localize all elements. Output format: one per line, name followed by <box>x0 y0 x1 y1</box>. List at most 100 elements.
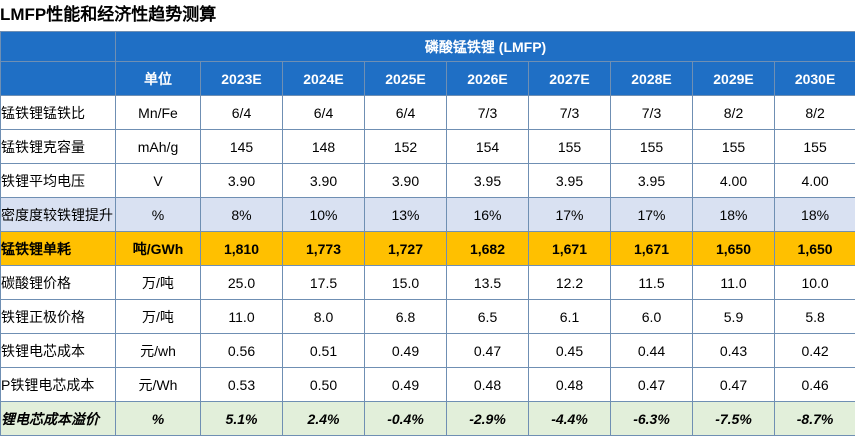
value-cell: 155 <box>773 129 855 164</box>
value-cell: 0.47 <box>692 367 775 402</box>
table-row-highlight: 锰铁锂单耗 吨/GWh 1,810 1,773 1,727 1,682 1,67… <box>0 231 855 266</box>
table-row: 锰铁锂克容量 mAh/g 145 148 152 154 155 155 155… <box>0 129 855 164</box>
value-cell: 0.44 <box>610 333 693 368</box>
value-cell: 1,671 <box>528 231 611 266</box>
row-label: 锰铁锂单耗 <box>0 231 116 266</box>
value-cell: 154 <box>446 129 529 164</box>
value-cell: 0.42 <box>773 333 855 368</box>
row-unit: V <box>115 163 201 198</box>
value-cell: 145 <box>200 129 283 164</box>
value-cell: 6.8 <box>364 299 447 334</box>
page-title: LMFP性能和经济性趋势测算 <box>0 5 217 24</box>
row-unit: 万/吨 <box>115 299 201 334</box>
header-unit-cell: 单位 <box>115 61 201 96</box>
value-cell: 155 <box>610 129 693 164</box>
value-cell: -2.9% <box>446 401 529 436</box>
value-cell: 4.00 <box>773 163 855 198</box>
value-cell: -7.5% <box>692 401 775 436</box>
value-cell: 2.4% <box>282 401 365 436</box>
value-cell: 0.51 <box>282 333 365 368</box>
value-cell: 7/3 <box>528 95 611 130</box>
value-cell: 8% <box>200 197 283 232</box>
row-label: 密度度较铁锂提升 <box>0 197 116 232</box>
value-cell: 6/4 <box>282 95 365 130</box>
table-row: 铁锂正极价格 万/吨 11.0 8.0 6.8 6.5 6.1 6.0 5.9 … <box>0 299 855 334</box>
table-row: 锰铁锂锰铁比 Mn/Fe 6/4 6/4 6/4 7/3 7/3 7/3 8/2… <box>0 95 855 130</box>
value-cell: -4.4% <box>528 401 611 436</box>
value-cell: 1,650 <box>773 231 855 266</box>
value-cell: 11.0 <box>692 265 775 300</box>
row-unit: 元/Wh <box>115 367 201 402</box>
row-label: P铁锂电芯成本 <box>0 367 116 402</box>
value-cell: 7/3 <box>446 95 529 130</box>
value-cell: 6/4 <box>200 95 283 130</box>
table-header-row: 单位 2023E 2024E 2025E 2026E 2027E 2028E 2… <box>0 61 855 96</box>
value-cell: 4.00 <box>692 163 775 198</box>
header-year-cell: 2024E <box>282 61 365 96</box>
value-cell: 3.90 <box>364 163 447 198</box>
value-cell: 0.56 <box>200 333 283 368</box>
header-year-cell: 2025E <box>364 61 447 96</box>
row-label: 锰铁锂锰铁比 <box>0 95 116 130</box>
value-cell: -8.7% <box>773 401 855 436</box>
table-row: 铁锂电芯成本 元/wh 0.56 0.51 0.49 0.47 0.45 0.4… <box>0 333 855 368</box>
row-label: 碳酸锂价格 <box>0 265 116 300</box>
header-label-cell <box>0 61 116 96</box>
row-unit: mAh/g <box>115 129 201 164</box>
value-cell: 6.5 <box>446 299 529 334</box>
value-cell: 0.49 <box>364 333 447 368</box>
value-cell: 3.90 <box>282 163 365 198</box>
header-year-cell: 2023E <box>200 61 283 96</box>
row-unit: 吨/GWh <box>115 231 201 266</box>
row-label: 铁锂正极价格 <box>0 299 116 334</box>
value-cell: 1,727 <box>364 231 447 266</box>
value-cell: 7/3 <box>610 95 693 130</box>
value-cell: 8/2 <box>773 95 855 130</box>
table-row-premium: 锂电芯成本溢价 % 5.1% 2.4% -0.4% -2.9% -4.4% -6… <box>0 401 855 436</box>
value-cell: 8/2 <box>692 95 775 130</box>
value-cell: 13.5 <box>446 265 529 300</box>
table-row: P铁锂电芯成本 元/Wh 0.53 0.50 0.49 0.48 0.48 0.… <box>0 367 855 402</box>
value-cell: 0.48 <box>528 367 611 402</box>
value-cell: 0.47 <box>610 367 693 402</box>
value-cell: 11.0 <box>200 299 283 334</box>
row-unit: Mn/Fe <box>115 95 201 130</box>
value-cell: 18% <box>773 197 855 232</box>
value-cell: 17% <box>610 197 693 232</box>
row-unit: 万/吨 <box>115 265 201 300</box>
header-year-cell: 2028E <box>610 61 693 96</box>
value-cell: 152 <box>364 129 447 164</box>
value-cell: 5.9 <box>692 299 775 334</box>
value-cell: 10.0 <box>773 265 855 300</box>
value-cell: 5.8 <box>773 299 855 334</box>
value-cell: 1,671 <box>610 231 693 266</box>
value-cell: -0.4% <box>364 401 447 436</box>
value-cell: 148 <box>282 129 365 164</box>
value-cell: 16% <box>446 197 529 232</box>
table-banner-row: 磷酸锰铁锂 (LMFP) <box>0 31 855 62</box>
table-row: 碳酸锂价格 万/吨 25.0 17.5 15.0 13.5 12.2 11.5 … <box>0 265 855 300</box>
header-year-cell: 2026E <box>446 61 529 96</box>
value-cell: 13% <box>364 197 447 232</box>
row-label: 铁锂平均电压 <box>0 163 116 198</box>
value-cell: 6/4 <box>364 95 447 130</box>
table-row: 密度度较铁锂提升 % 8% 10% 13% 16% 17% 17% 18% 18… <box>0 197 855 232</box>
value-cell: 3.90 <box>200 163 283 198</box>
value-cell: 0.43 <box>692 333 775 368</box>
value-cell: 6.1 <box>528 299 611 334</box>
value-cell: 0.46 <box>773 367 855 402</box>
row-label: 锰铁锂克容量 <box>0 129 116 164</box>
value-cell: 3.95 <box>446 163 529 198</box>
row-label: 锂电芯成本溢价 <box>0 401 116 436</box>
header-year-cell: 2029E <box>692 61 775 96</box>
value-cell: 6.0 <box>610 299 693 334</box>
value-cell: 10% <box>282 197 365 232</box>
value-cell: 3.95 <box>610 163 693 198</box>
header-year-cell: 2030E <box>773 61 855 96</box>
value-cell: 17% <box>528 197 611 232</box>
value-cell: 8.0 <box>282 299 365 334</box>
value-cell: 0.45 <box>528 333 611 368</box>
value-cell: 1,650 <box>692 231 775 266</box>
row-unit: % <box>115 197 201 232</box>
value-cell: 0.53 <box>200 367 283 402</box>
